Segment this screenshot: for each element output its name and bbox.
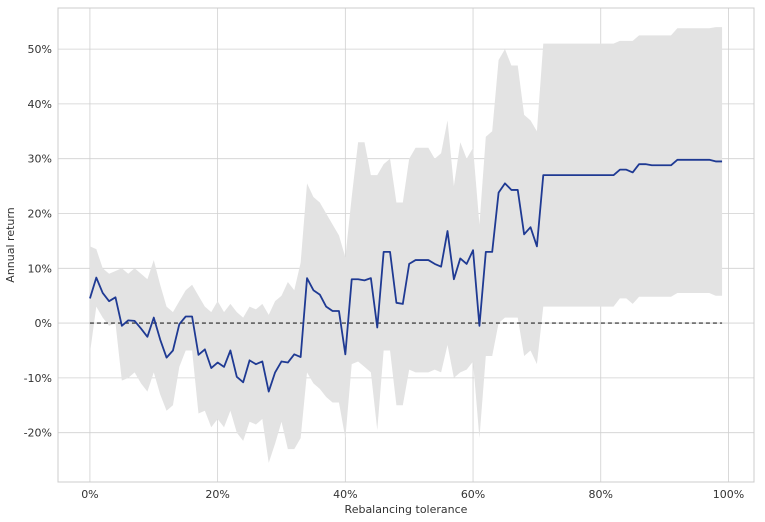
y-tick-label: 40% [28, 98, 52, 111]
y-tick-label: -10% [24, 372, 52, 385]
range-band [89, 27, 723, 463]
x-axis-label: Rebalancing tolerance [345, 503, 468, 516]
y-tick-label: 0% [35, 317, 52, 330]
y-tick-label: 10% [28, 262, 52, 275]
y-axis-ticks: -20% -10% 0% 10% 20% 30% 40% 50% [24, 43, 52, 440]
x-tick-label: 40% [333, 488, 357, 501]
y-tick-label: 50% [28, 43, 52, 56]
y-axis-label: Annual return [4, 207, 17, 282]
y-tick-label: 20% [28, 207, 52, 220]
x-tick-label: 60% [461, 488, 485, 501]
x-tick-label: 80% [589, 488, 613, 501]
x-tick-label: 0% [81, 488, 98, 501]
y-tick-label: -20% [24, 427, 52, 440]
plot-frame [57, 7, 755, 483]
annual-return-line [89, 158, 723, 393]
x-tick-label: 20% [205, 488, 229, 501]
x-tick-label: 100% [713, 488, 744, 501]
y-tick-label: 30% [28, 153, 52, 166]
x-axis-ticks: 0% 20% 40% 60% 80% 100% [81, 488, 744, 501]
